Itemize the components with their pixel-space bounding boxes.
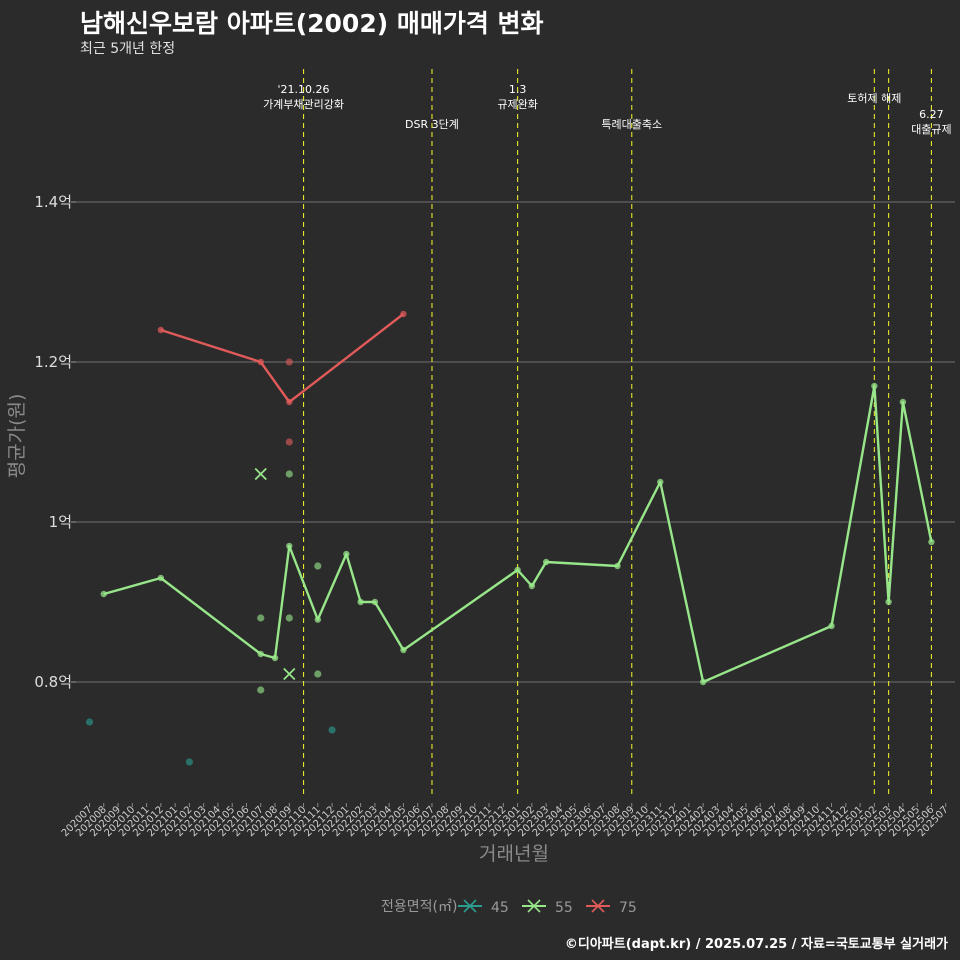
y-tick-label: 0.8억 <box>34 673 72 691</box>
data-point <box>85 718 94 726</box>
series-75 <box>157 310 407 446</box>
legend-item-75: 75 <box>586 899 637 916</box>
legend-item-55: 55 <box>522 899 573 916</box>
data-point-x <box>283 667 296 681</box>
data-point <box>314 616 322 623</box>
data-point <box>286 398 293 406</box>
chart-subtitle: 최근 5개년 한정 <box>80 41 176 57</box>
legend-swatch-x <box>463 899 477 913</box>
data-point <box>314 670 322 678</box>
x-axis-ticks: 2020072020082020092020102020112020122021… <box>60 803 951 839</box>
data-point <box>400 310 407 318</box>
legend-label: 45 <box>491 900 509 916</box>
data-point <box>928 538 935 546</box>
data-point <box>286 542 293 550</box>
y-axis-ticks: 0.8억 1억 1.2억 1.4억 <box>34 193 76 691</box>
data-point <box>314 562 322 570</box>
x-axis-title: 거래년월 <box>479 843 549 865</box>
data-point <box>885 598 892 606</box>
data-point <box>828 622 835 630</box>
y-axis-title: 평균가(원) <box>6 394 28 479</box>
data-point <box>357 598 364 606</box>
data-point <box>514 566 521 574</box>
annotation-label: 6.27 <box>919 108 944 121</box>
annotation-label: 대출규제 <box>911 123 951 136</box>
legend-label: 75 <box>619 900 637 916</box>
data-point <box>285 358 293 366</box>
data-point <box>285 614 293 622</box>
data-point <box>871 382 878 390</box>
data-point <box>285 470 293 478</box>
y-tick-label: 1.4억 <box>34 193 72 211</box>
annotation-label: 토허제 해제 <box>847 91 901 105</box>
data-point <box>528 582 536 590</box>
annotation-label: DSR 3단계 <box>405 118 459 131</box>
data-point <box>400 646 407 654</box>
legend-item-45: 45 <box>458 899 509 916</box>
annotation-label: 1.3 <box>509 83 527 96</box>
data-point <box>257 686 265 694</box>
data-point <box>100 590 107 598</box>
series <box>85 310 935 766</box>
legend-title: 전용면적(㎡) <box>381 899 457 915</box>
data-point <box>542 558 550 566</box>
data-point <box>371 598 379 606</box>
data-point <box>614 562 621 570</box>
data-point <box>343 550 350 558</box>
data-point <box>157 574 165 582</box>
data-point <box>257 650 264 658</box>
data-point <box>657 478 664 486</box>
data-point <box>257 614 265 622</box>
annotation-label: 규제완화 <box>497 98 537 111</box>
source-caption: ©디아파트(dapt.kr) / 2025.07.25 / 자료=국토교통부 실… <box>564 937 948 952</box>
data-point <box>157 326 165 334</box>
y-tick-label: 1억 <box>49 513 72 531</box>
y-tick-label: 1.2억 <box>34 353 72 371</box>
legend: 전용면적(㎡) 45 55 75 <box>381 899 637 916</box>
legend-swatch-x <box>527 899 541 913</box>
gridlines <box>76 201 955 683</box>
data-point <box>271 654 279 662</box>
annotation-label: 가계부채관리강화 <box>263 98 344 111</box>
data-point <box>285 438 293 446</box>
series-45 <box>85 718 336 766</box>
data-point-x <box>254 467 267 481</box>
legend-label: 55 <box>555 900 573 916</box>
x-mark-stroke <box>254 467 267 481</box>
data-point <box>185 758 193 766</box>
series-55 <box>100 382 935 694</box>
data-point <box>328 726 336 734</box>
data-point <box>699 678 707 686</box>
policy-lines <box>302 69 932 795</box>
chart-title: 남해신우보람 아파트(2002) 매매가격 변화 <box>80 9 544 38</box>
series-line <box>160 313 405 404</box>
data-point <box>257 358 264 366</box>
x-mark-stroke <box>283 667 296 681</box>
legend-swatch-x <box>591 899 605 913</box>
annotation-label: 특례대출축소 <box>601 118 662 131</box>
annotation-label: '21.10.26 <box>278 83 330 96</box>
data-point <box>899 398 907 406</box>
